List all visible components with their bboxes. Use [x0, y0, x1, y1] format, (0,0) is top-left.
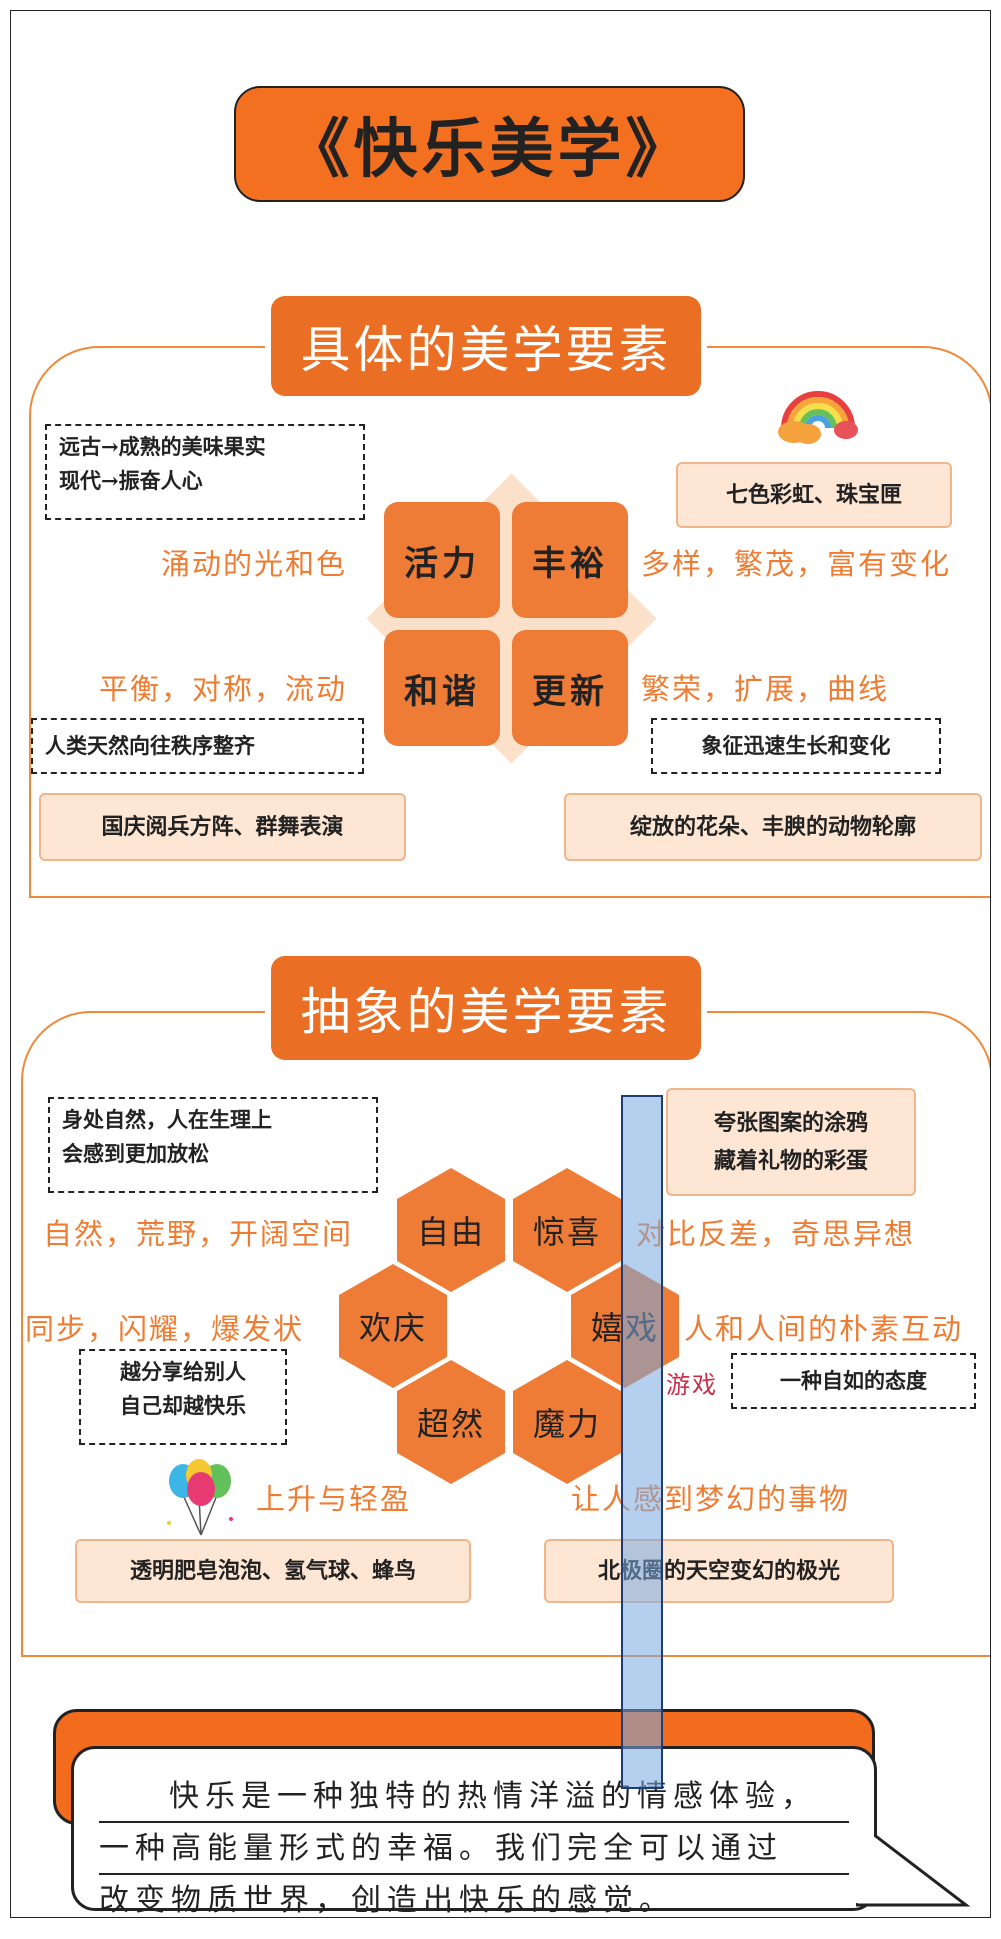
quote-line: 快乐是一种独特的热情洋溢的情感体验， — [99, 1771, 849, 1823]
box-line: 夸张图案的涂鸦 — [713, 1110, 868, 1136]
tile-vitality: 活力 — [384, 502, 500, 618]
quote-text: 快乐是一种独特的热情洋溢的情感体验， 一种高能量形式的幸福。我们完全可以通过 改… — [99, 1771, 849, 1917]
concrete-section-title: 具体的美学要素 — [271, 296, 701, 396]
balloons-icon — [167, 1459, 233, 1536]
concrete-label-left-top: 涌动的光和色 — [161, 547, 348, 581]
game-label: 游戏 — [666, 1371, 718, 1399]
abstract-label-bottom-left: 上升与轻盈 — [256, 1482, 412, 1516]
abstract-label-right-top: 对比反差，奇思异想 — [636, 1217, 916, 1251]
abstract-note-right-bottom: 一种自如的态度 — [731, 1353, 976, 1409]
concrete-box-top-right: 七色彩虹、珠宝匣 — [676, 462, 952, 528]
page-title: 《快乐美学》 — [234, 86, 745, 202]
note-line: 会感到更加放松 — [62, 1141, 209, 1166]
note-line: 越分享给别人 — [120, 1359, 246, 1384]
abstract-label-right-mid: 人和人间的朴素互动 — [684, 1312, 964, 1346]
tile-renewal: 更新 — [512, 630, 628, 746]
abstract-box-bottom-left: 透明肥皂泡泡、氢气球、蜂鸟 — [75, 1539, 471, 1603]
abstract-label-left-mid: 同步，闪耀，爆发状 — [25, 1312, 305, 1346]
abstract-note-left-bottom: 越分享给别人 自己却越快乐 — [79, 1349, 287, 1445]
quote-card — [71, 1746, 877, 1911]
quote-line: 改变物质世界，创造出快乐的感觉。 — [99, 1875, 694, 1917]
abstract-label-bottom-right: 让人感到梦幻的事物 — [571, 1482, 851, 1516]
concrete-note-bottom-right: 象征迅速生长和变化 — [651, 718, 941, 774]
abstract-note-top-left: 身处自然，人在生理上 会感到更加放松 — [48, 1097, 378, 1193]
note-line: 自己却越快乐 — [120, 1393, 246, 1418]
selection-highlight[interactable] — [621, 1095, 663, 1789]
note-line: 现代→振奋人心 — [59, 468, 203, 493]
note-line: 身处自然，人在生理上 — [62, 1107, 272, 1132]
concrete-label-right-top: 多样，繁茂，富有变化 — [641, 547, 952, 581]
concrete-label-right-bottom: 繁荣，扩展，曲线 — [641, 672, 890, 706]
tile-abundance: 丰裕 — [512, 502, 628, 618]
speech-tail — [856, 1821, 971, 1907]
note-line: 远古→成熟的美味果实 — [59, 434, 266, 459]
abstract-box-bottom-right: 北极圈的天空变幻的极光 — [544, 1539, 894, 1603]
box-line: 藏着礼物的彩蛋 — [713, 1148, 868, 1174]
abstract-section-title: 抽象的美学要素 — [271, 956, 701, 1060]
concrete-note-top-left: 远古→成熟的美味果实 现代→振奋人心 — [45, 424, 365, 520]
quote-line: 一种高能量形式的幸福。我们完全可以通过 — [99, 1823, 849, 1875]
concrete-note-bottom-left: 人类天然向往秩序整齐 — [31, 718, 364, 774]
tile-harmony: 和谐 — [384, 630, 500, 746]
concrete-label-left-bottom: 平衡，对称，流动 — [99, 672, 348, 706]
page: 《快乐美学》 具体的美学要素 远古→成熟的美味果实 现代→振奋人心 七色彩虹、珠… — [10, 10, 991, 1918]
abstract-box-top-right: 夸张图案的涂鸦 藏着礼物的彩蛋 — [666, 1088, 916, 1196]
abstract-label-left-top: 自然，荒野，开阔空间 — [43, 1217, 354, 1251]
concrete-box-bottom-left: 国庆阅兵方阵、群舞表演 — [39, 793, 406, 861]
rainbow-cloud-icon — [778, 391, 858, 444]
concrete-box-bottom-right: 绽放的花朵、丰腴的动物轮廓 — [564, 793, 982, 861]
